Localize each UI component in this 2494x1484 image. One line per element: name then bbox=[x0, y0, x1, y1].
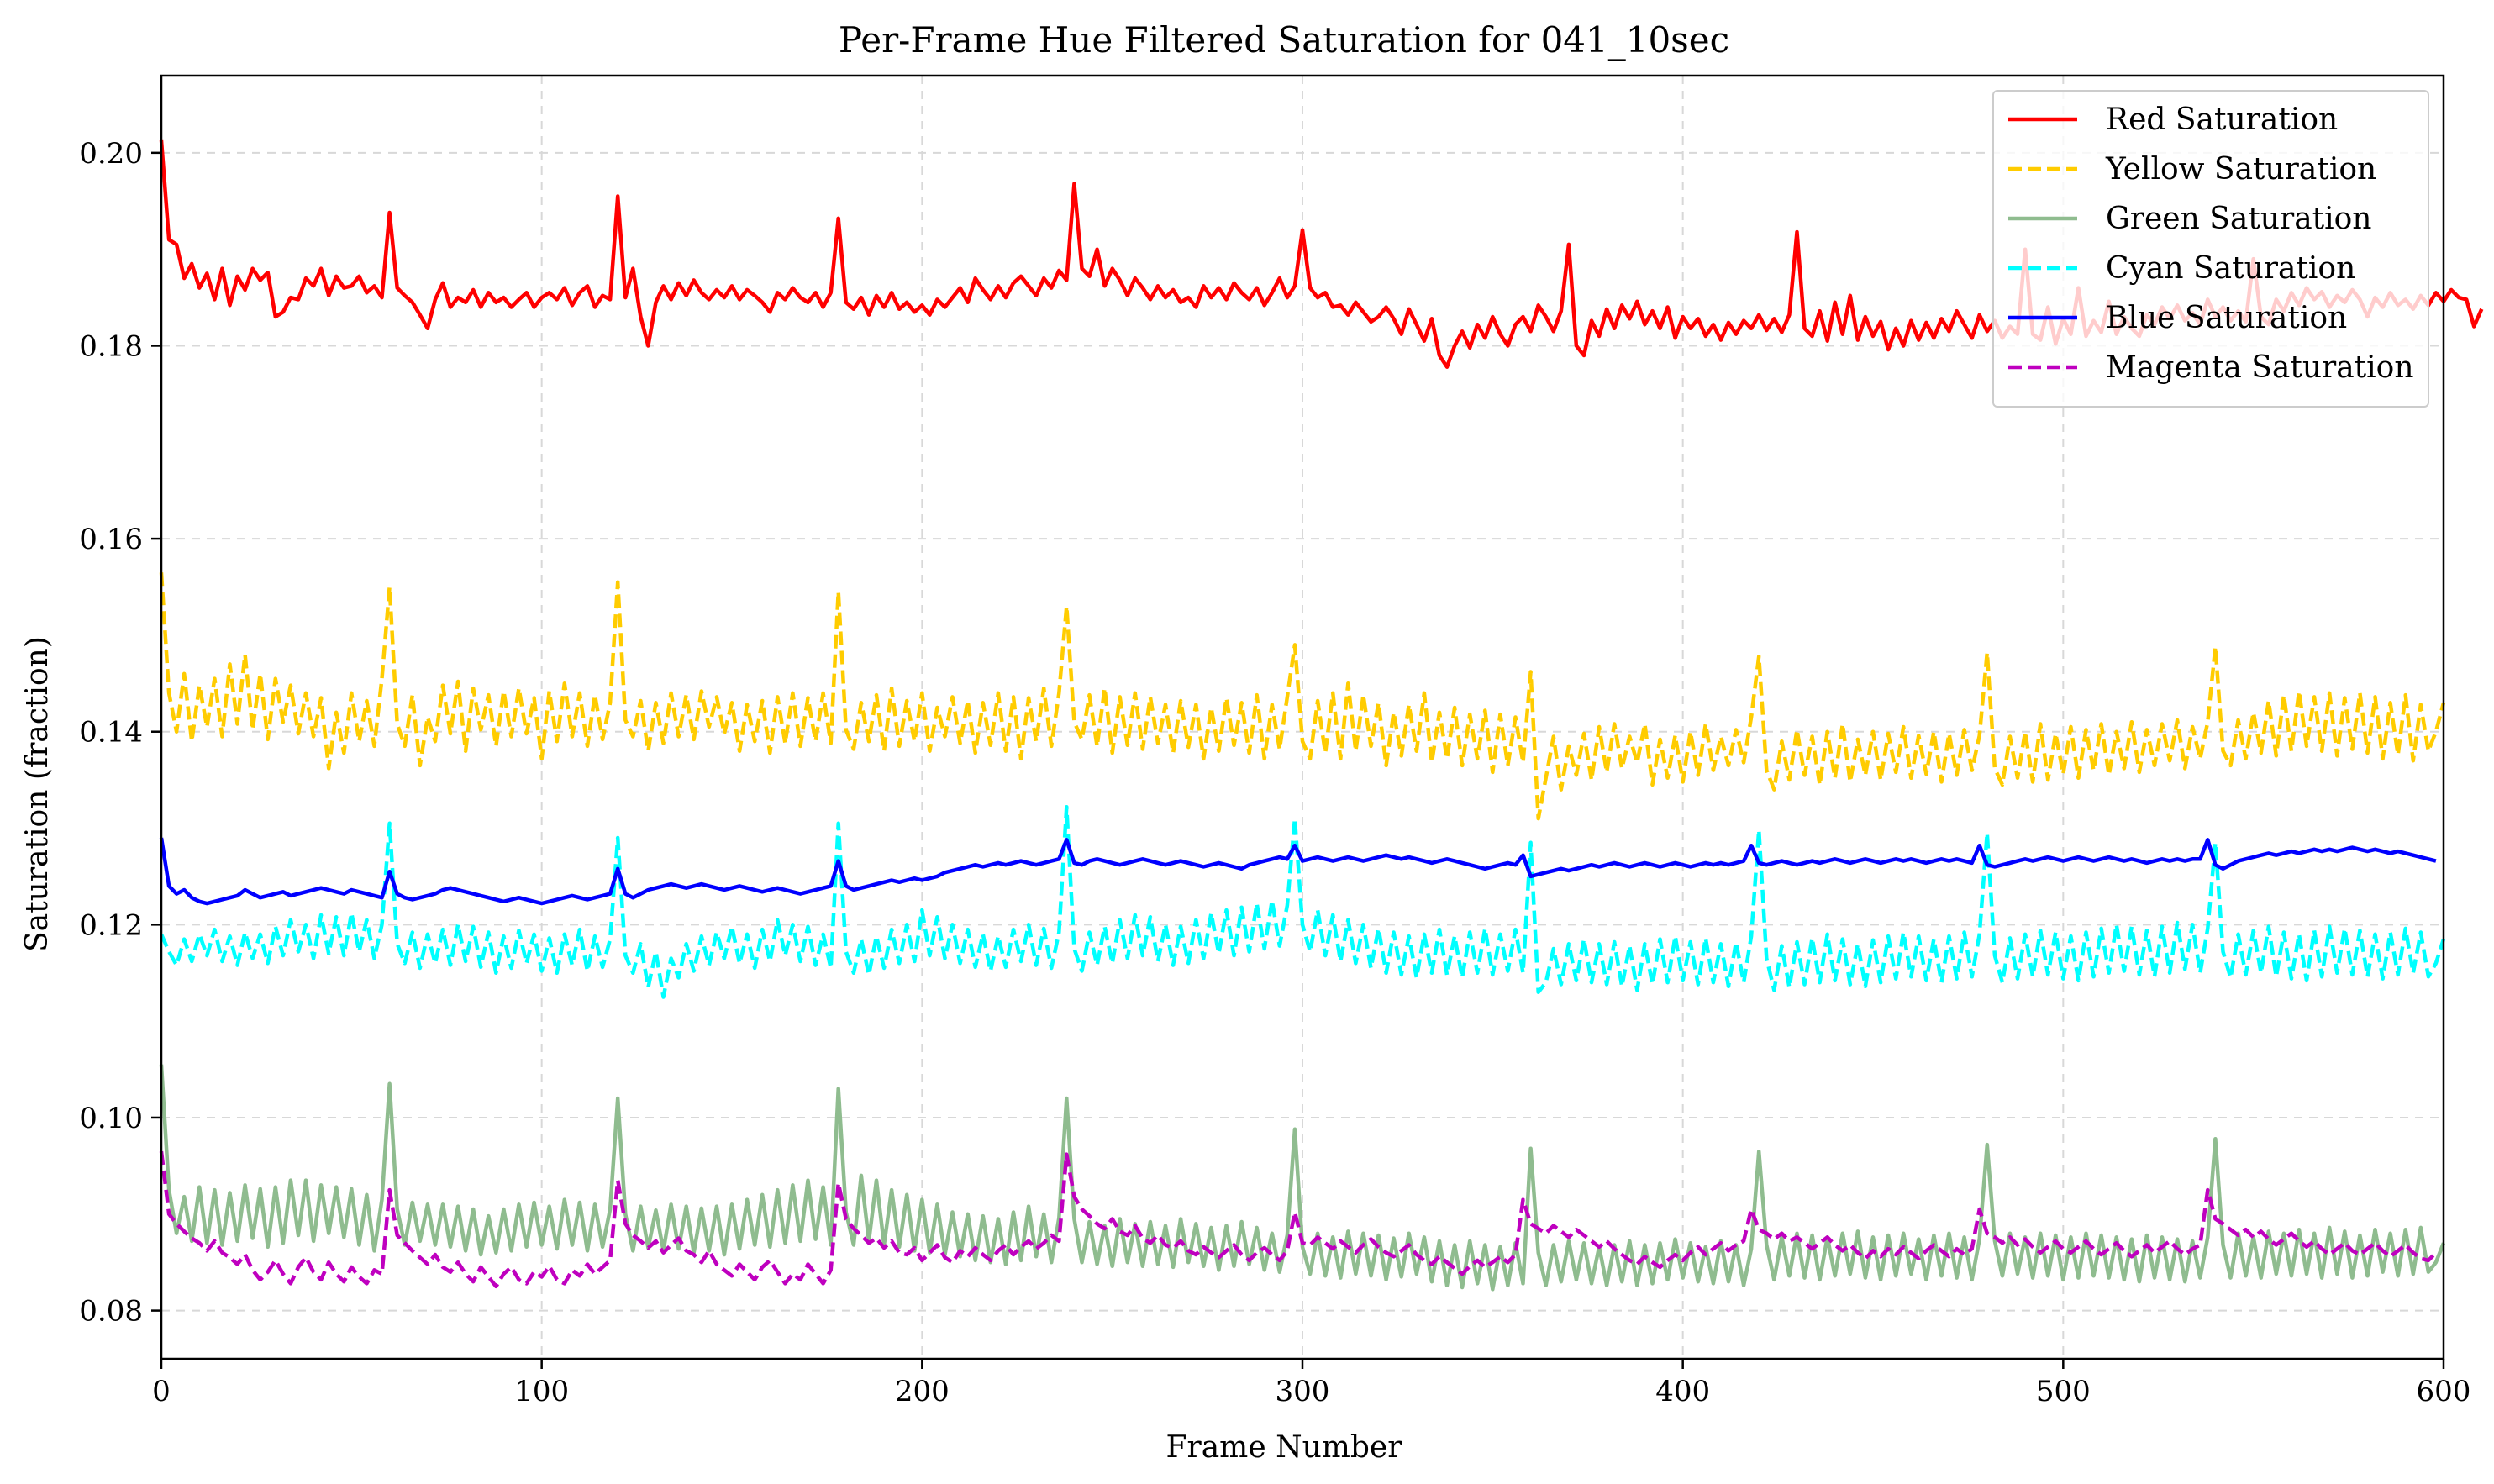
legend: Red Saturation Yellow Saturation Green Sat… bbox=[1992, 90, 2429, 408]
series-line-5 bbox=[159, 837, 2437, 906]
y-axis-label: Saturation (fraction) bbox=[20, 636, 55, 952]
legend-label: Blue Saturation bbox=[2106, 301, 2347, 335]
y-axis-ticks: 0.08 0.10 0.12 0.14 0.16 0.18 0.20 bbox=[79, 137, 161, 1329]
x-tick-label: 600 bbox=[2417, 1375, 2471, 1408]
y-tick-label: 0.10 bbox=[79, 1102, 143, 1135]
chart-title: Per-Frame Hue Filtered Saturation for 04… bbox=[839, 19, 1729, 61]
x-axis-label: Frame Number bbox=[1166, 1430, 1403, 1465]
x-tick-label: 400 bbox=[1655, 1375, 1710, 1408]
series-line-4 bbox=[159, 805, 2446, 999]
legend-label: Cyan Saturation bbox=[2106, 251, 2355, 286]
series-line-3 bbox=[159, 1064, 2446, 1292]
series-line-2 bbox=[159, 572, 2446, 821]
legend-label: Yellow Saturation bbox=[2105, 152, 2376, 187]
y-tick-label: 0.14 bbox=[79, 716, 143, 750]
x-tick-label: 100 bbox=[514, 1375, 569, 1408]
x-axis-ticks: 0 100 200 300 400 500 600 bbox=[152, 1359, 2470, 1408]
legend-label: Red Saturation bbox=[2106, 103, 2338, 137]
y-tick-label: 0.18 bbox=[79, 329, 143, 363]
x-tick-label: 200 bbox=[895, 1375, 950, 1408]
legend-label: Green Saturation bbox=[2106, 202, 2372, 236]
y-tick-label: 0.12 bbox=[79, 908, 143, 942]
y-tick-label: 0.20 bbox=[79, 137, 143, 171]
y-tick-label: 0.16 bbox=[79, 523, 143, 556]
x-tick-label: 500 bbox=[2036, 1375, 2091, 1408]
legend-box bbox=[1992, 90, 2429, 408]
x-tick-label: 300 bbox=[1276, 1375, 1330, 1408]
x-tick-label: 0 bbox=[152, 1375, 171, 1408]
y-tick-label: 0.08 bbox=[79, 1295, 143, 1329]
legend-label: Magenta Saturation bbox=[2106, 350, 2414, 385]
series-line-6 bbox=[159, 1150, 2438, 1289]
